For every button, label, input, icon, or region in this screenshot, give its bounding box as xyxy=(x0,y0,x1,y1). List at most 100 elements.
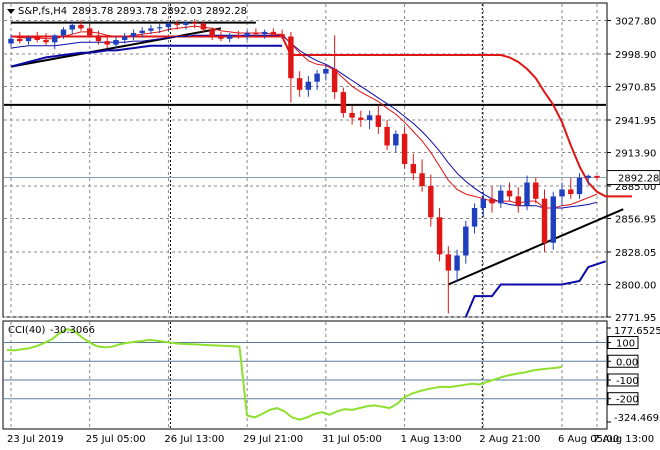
lower-trendline xyxy=(447,208,624,286)
bearish-candle xyxy=(410,163,417,174)
cci-tick-label: -324.4695 xyxy=(614,413,660,424)
bearish-candle xyxy=(235,35,242,37)
bullish-candle xyxy=(480,198,487,209)
symbol-label: S&P,fs,H4 xyxy=(18,6,67,17)
x-tick-label: 7 Aug 13:00 xyxy=(593,434,654,445)
bearish-candle xyxy=(445,254,452,271)
bearish-candle xyxy=(506,190,513,197)
bearish-candle xyxy=(533,182,539,199)
bearish-candle xyxy=(401,133,408,164)
bullish-candle xyxy=(156,27,163,29)
bearish-candle xyxy=(349,112,355,118)
bearish-candle xyxy=(419,173,425,186)
bullish-candle xyxy=(139,30,145,34)
bullish-candle xyxy=(113,39,119,45)
bullish-candle xyxy=(165,23,172,28)
bearish-candle xyxy=(200,23,207,30)
cci-tick-label: 177.6525 xyxy=(614,326,660,337)
bullish-candle xyxy=(576,177,583,195)
bullish-candle xyxy=(121,36,128,40)
bearish-candle xyxy=(489,198,495,204)
bearish-candle xyxy=(340,92,347,113)
candlesticks xyxy=(8,19,600,314)
bearish-candle xyxy=(541,198,548,243)
price-tick-label: 2941.95 xyxy=(615,116,656,127)
bullish-candle xyxy=(226,35,233,39)
bearish-candle xyxy=(87,28,93,36)
bullish-candle xyxy=(244,33,250,37)
price-tick-label: 2998.90 xyxy=(615,50,656,61)
bearish-candle xyxy=(17,38,23,42)
bearish-candle xyxy=(515,196,521,206)
x-tick-label: 25 Jul 05:00 xyxy=(86,434,146,445)
bullish-candle xyxy=(8,38,14,44)
bearish-candle xyxy=(594,175,600,178)
bullish-candle xyxy=(60,29,67,36)
bullish-candle xyxy=(183,22,189,25)
bullish-candle xyxy=(463,226,469,256)
bullish-candle xyxy=(261,31,268,35)
price-tick-label: 2856.95 xyxy=(615,214,656,225)
bullish-candle xyxy=(25,37,32,42)
bearish-candle xyxy=(288,36,294,79)
bearish-candle xyxy=(331,68,338,93)
cci-tick-label: 100 xyxy=(616,339,635,350)
bearish-candle xyxy=(104,41,110,45)
bullish-candle xyxy=(314,73,320,82)
bullish-candle xyxy=(585,175,591,178)
bearish-candle xyxy=(279,34,285,37)
bearish-candle xyxy=(253,33,259,35)
x-tick-label: 29 Jul 21:00 xyxy=(243,434,303,445)
bullish-candle xyxy=(454,255,460,271)
price-tick-label: 3027.80 xyxy=(615,17,656,28)
bearish-candle xyxy=(375,115,382,127)
bearish-candle xyxy=(43,39,49,43)
bullish-candle xyxy=(393,133,399,146)
bearish-candle xyxy=(296,78,303,90)
bearish-candle xyxy=(358,117,364,120)
bearish-candle xyxy=(34,37,40,40)
annotation-lines xyxy=(4,4,624,428)
bullish-candle xyxy=(550,196,556,243)
bearish-candle xyxy=(78,24,84,29)
bullish-candle xyxy=(69,24,75,30)
price-tick-label: 2913.90 xyxy=(615,148,656,159)
current-price-label: 2892.28 xyxy=(618,174,659,185)
bearish-candle xyxy=(568,189,574,195)
bearish-candle xyxy=(174,23,180,25)
x-tick-label: 2 Aug 21:00 xyxy=(479,434,540,445)
bullish-candle xyxy=(471,208,478,227)
bullish-candle xyxy=(524,182,530,206)
current-price-tag xyxy=(606,170,660,186)
ohlc-values: 2893.78 2893.78 2892.03 2892.28 xyxy=(72,6,247,17)
bullish-candle xyxy=(498,190,504,204)
bullish-candle xyxy=(305,81,312,90)
x-tick-label: 6 Aug 05:00 xyxy=(558,434,619,445)
bearish-candle xyxy=(95,35,102,42)
x-tick-label: 31 Jul 05:00 xyxy=(322,434,382,445)
price-tick-label: 2828.05 xyxy=(615,248,656,259)
x-tick-label: 26 Jul 13:00 xyxy=(164,434,224,445)
bearish-candle xyxy=(191,22,198,24)
bullish-candle xyxy=(130,33,137,37)
menu-triangle-icon[interactable] xyxy=(7,9,15,14)
price-tick-label: 2800.00 xyxy=(615,280,656,291)
x-tick-label: 23 Jul 2019 xyxy=(7,434,64,445)
cci-tick-label: 0.00 xyxy=(616,357,638,368)
cci-tick-label: -200 xyxy=(616,395,639,406)
cci-line xyxy=(6,328,563,421)
bearish-candle xyxy=(428,185,434,218)
cci-indicator xyxy=(4,328,606,421)
bearish-candle xyxy=(218,36,224,39)
lower-band-line xyxy=(10,44,283,68)
bullish-candle xyxy=(52,35,58,43)
bearish-candle xyxy=(384,126,390,146)
bearish-candle xyxy=(209,29,215,37)
x-tick-label: 1 Aug 13:00 xyxy=(401,434,462,445)
price-tick-label: 2970.85 xyxy=(615,82,656,93)
bullish-candle xyxy=(148,28,154,31)
price-panel-frame xyxy=(2,2,608,318)
price-tick-label: 2771.95 xyxy=(615,313,656,324)
